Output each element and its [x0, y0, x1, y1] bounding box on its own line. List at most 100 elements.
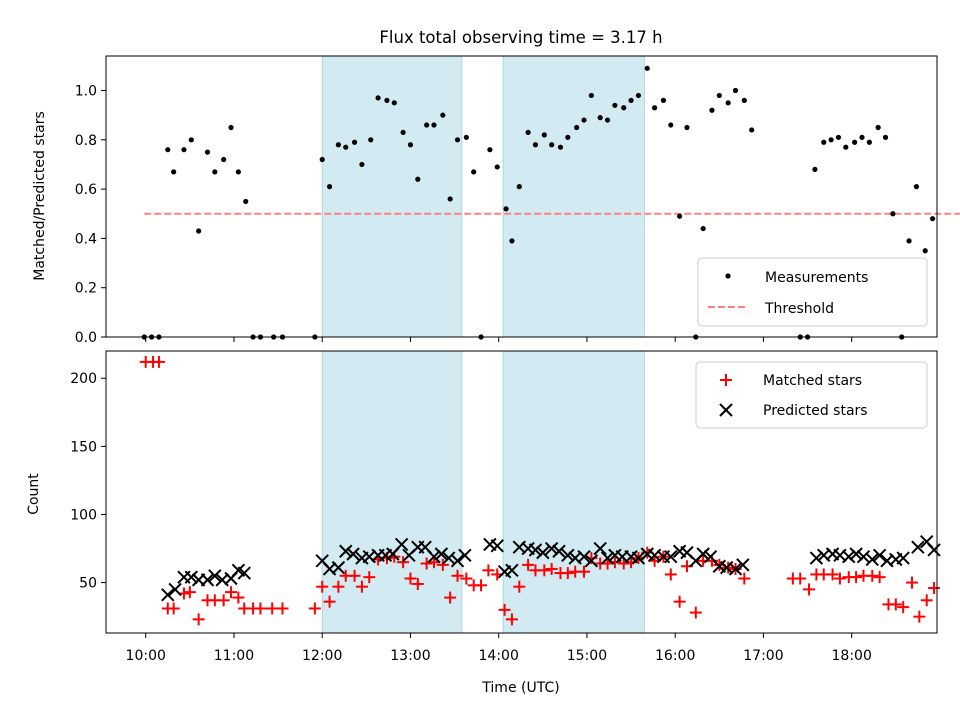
measurement-point — [188, 137, 194, 143]
predicted-star-marker — [544, 541, 559, 556]
matched-star-marker — [308, 602, 321, 615]
matched-star-marker — [397, 556, 410, 569]
measurement-point — [400, 129, 406, 136]
measurement-point — [621, 105, 627, 111]
predicted-star-marker — [664, 550, 678, 564]
measurement-point — [541, 132, 547, 138]
matched-star-marker — [436, 558, 449, 571]
predicted-star-marker — [631, 551, 646, 565]
bottom-y-axis-label: Count — [26, 473, 42, 515]
measurement-point — [741, 97, 747, 103]
matched-star-marker — [348, 569, 361, 582]
measurement-point — [335, 142, 341, 148]
x-tick-label: 18:00 — [832, 648, 872, 664]
matched-star-marker — [928, 582, 941, 595]
measurement-point — [463, 134, 469, 140]
measurement-point — [181, 147, 187, 153]
predicted-star-markers — [161, 535, 941, 602]
predicted-star-marker — [458, 548, 472, 563]
y-tick-label: 0.6 — [75, 182, 97, 198]
predicted-star-marker — [441, 551, 456, 565]
matched-star-marker — [217, 594, 230, 607]
x-tick-label: 14:00 — [479, 648, 519, 664]
predicted-star-marker — [536, 545, 550, 560]
x-tick-label: 16:00 — [655, 648, 695, 664]
matched-star-marker — [316, 580, 329, 593]
x-axis-label: Time (UTC) — [481, 680, 559, 696]
measurement-point — [588, 92, 594, 99]
measurement-point — [581, 117, 587, 123]
measurement-point — [709, 107, 715, 113]
matched-star-marker — [254, 602, 267, 615]
measurement-point — [375, 95, 381, 101]
predicted-star-marker — [584, 554, 599, 568]
measurement-point — [196, 228, 202, 234]
measurement-point — [204, 149, 211, 155]
predicted-star-marker — [600, 551, 615, 565]
legend-predicted-marker — [719, 403, 733, 417]
observing-interval — [502, 350, 645, 634]
predicted-star-marker — [552, 544, 566, 558]
predicted-star-marker — [168, 582, 182, 597]
legend-matched-label: Matched stars — [763, 373, 862, 389]
matched-star-marker — [803, 583, 816, 596]
predicted-star-marker — [911, 540, 925, 554]
measurement-point — [612, 102, 618, 108]
matched-star-marker — [451, 569, 464, 582]
predicted-star-marker — [809, 551, 824, 565]
matched-star-marker — [689, 606, 702, 619]
measurement-point — [319, 156, 325, 163]
measurement-point — [549, 142, 555, 148]
predicted-star-marker — [505, 563, 519, 578]
measurement-point — [700, 225, 706, 232]
predicted-star-marker — [696, 547, 710, 561]
measurement-point — [725, 100, 731, 106]
measurement-point — [812, 166, 818, 172]
x-tick-label: 17:00 — [743, 648, 783, 664]
chart-title: Flux total observing time = 3.17 h — [379, 28, 662, 47]
measurement-point — [471, 169, 477, 175]
top-legend-box — [697, 257, 928, 327]
measurement-point — [668, 122, 674, 128]
matched-star-marker — [513, 580, 526, 593]
matched-star-marker — [498, 603, 511, 616]
measurement-point — [604, 117, 611, 123]
measurement-point — [487, 147, 493, 153]
matched-star-marker — [522, 558, 535, 571]
y-tick-label: 0.8 — [75, 133, 97, 149]
predicted-star-marker — [728, 562, 743, 576]
matched-star-marker — [722, 561, 735, 574]
predicted-star-marker — [856, 550, 871, 564]
matched-star-marker — [323, 595, 336, 608]
measurement-point — [494, 164, 500, 170]
x-tick-label: 15:00 — [567, 648, 607, 664]
measurement-point — [384, 97, 390, 103]
predicted-star-marker — [865, 552, 879, 567]
top-legend: Measurements Threshold — [697, 257, 928, 327]
measurement-points — [141, 65, 936, 340]
matched-star-marker — [420, 557, 433, 570]
measurement-point — [574, 124, 580, 131]
predicted-star-marker — [490, 539, 504, 553]
predicted-star-marker — [331, 560, 346, 575]
measurement-point — [532, 142, 539, 148]
top-y-axis-label: Matched/Predicted stars — [32, 111, 48, 281]
matched-star-marker — [833, 572, 846, 585]
predicted-star-marker — [849, 547, 863, 561]
measurement-point — [343, 144, 349, 150]
measurement-point — [165, 147, 171, 153]
measurement-point — [644, 65, 650, 71]
x-tick-label: 12:00 — [302, 648, 342, 664]
matched-star-marker — [404, 572, 417, 585]
measurement-point — [525, 129, 531, 136]
y-tick-label: 0.2 — [75, 281, 97, 297]
predicted-star-marker — [528, 543, 543, 557]
matched-star-marker — [794, 572, 807, 585]
matched-star-marker — [905, 576, 918, 589]
measurement-point — [235, 169, 241, 175]
measurement-point — [447, 196, 453, 202]
measurement-point — [228, 124, 234, 131]
measurement-point — [221, 156, 227, 163]
predicted-star-marker — [896, 551, 910, 565]
